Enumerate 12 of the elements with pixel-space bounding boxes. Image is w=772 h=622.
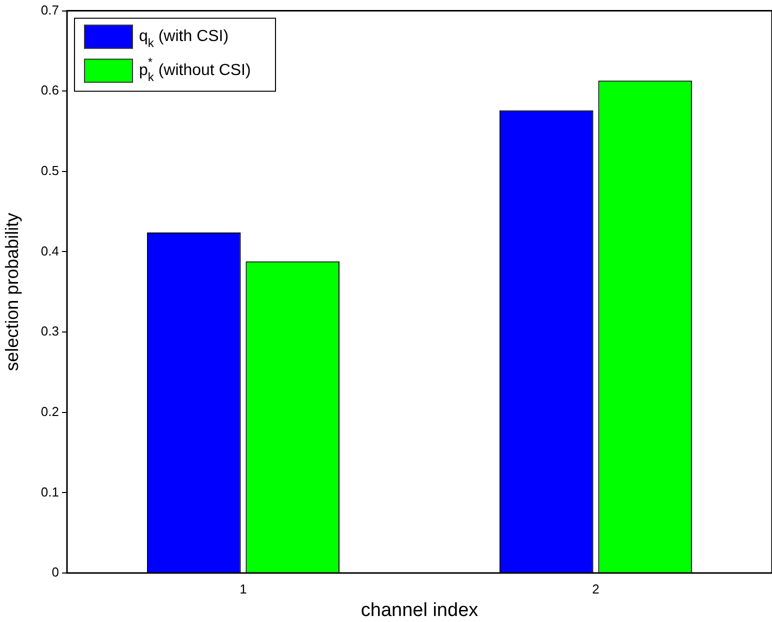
- y-tick-label: 0.7: [40, 2, 59, 18]
- y-tick-label: 0.6: [40, 82, 59, 98]
- y-axis-title: selection probability: [2, 212, 22, 371]
- x-tick-label: 1: [240, 581, 247, 596]
- y-tick-label: 0.2: [40, 404, 59, 419]
- x-axis-title: channel index: [360, 600, 479, 621]
- x-tick-label: 2: [592, 581, 600, 596]
- y-tick-label: 0.1: [40, 484, 59, 500]
- y-tick-label: 0.4: [40, 243, 59, 258]
- y-tick-label: 0: [52, 564, 59, 580]
- y-tick-label: 0.5: [40, 163, 59, 178]
- y-tick-label: 0.3: [40, 324, 59, 339]
